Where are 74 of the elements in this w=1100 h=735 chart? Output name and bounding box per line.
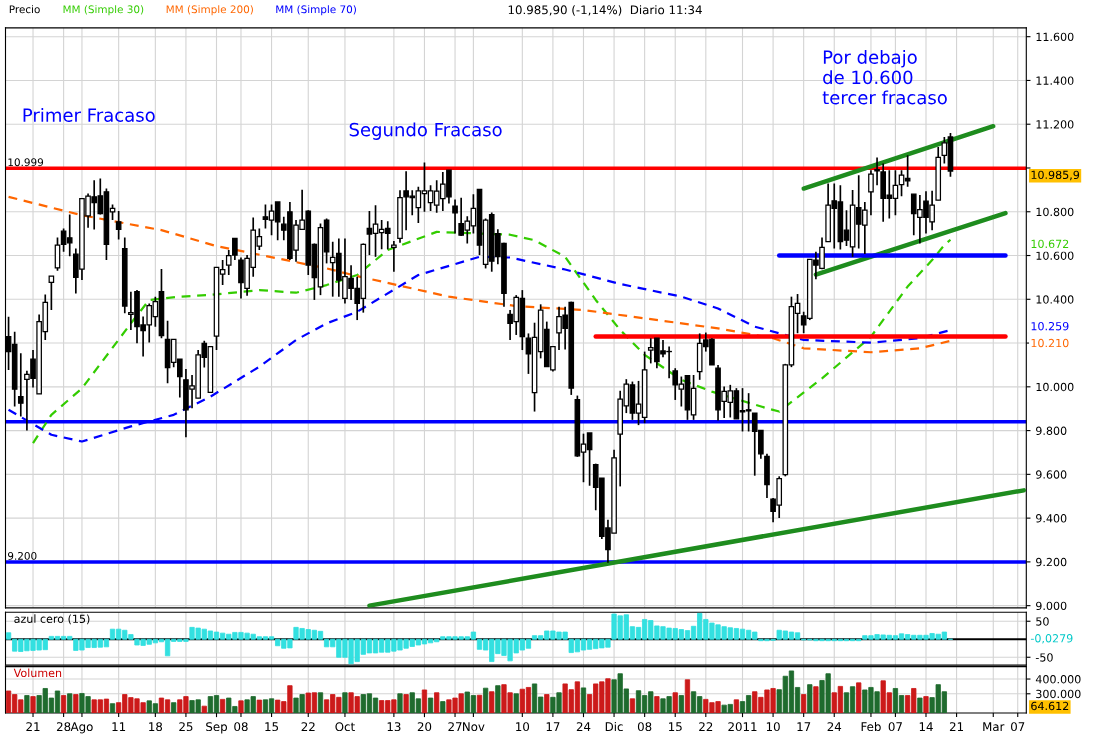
text: MM (Simple 200): [166, 5, 253, 16]
x-tick-label: 11: [112, 722, 126, 731]
candlestick: [391, 240, 397, 273]
annotation: Primer Fracaso: [23, 107, 155, 122]
x-tick-label: Dic: [605, 721, 623, 732]
x-tick-label: 13: [387, 722, 401, 732]
x-tick-label: Oct: [335, 722, 355, 732]
x-tick-label: 24: [827, 722, 842, 731]
candlestick: [115, 210, 122, 241]
x-tick-label: 07: [1011, 722, 1025, 732]
y-tick-label: 300.000: [1036, 689, 1081, 699]
y-tick-label: 10.800: [1036, 207, 1074, 217]
chart-title: 10.985,90 (-1,14%) Diario 11:34: [508, 5, 702, 16]
x-tick-label: 21: [949, 722, 963, 731]
y-tick-label: 9.400: [1036, 514, 1067, 523]
y-tick-label: 11.600: [1036, 32, 1074, 42]
x-tick-label: 24: [576, 722, 591, 731]
text: MM (Simple 30): [63, 5, 144, 16]
x-tick-label: 25: [179, 722, 193, 732]
y-tick-label: -50: [1035, 653, 1053, 662]
x-tick-label: 28: [56, 722, 71, 732]
y-tick-label: 10.600: [1036, 251, 1074, 260]
y-tick-label: 9.200: [1036, 557, 1067, 567]
text: MM (Simple 70): [276, 5, 356, 16]
x-tick-label: 17: [797, 722, 811, 731]
y-tick-label: 50: [1036, 617, 1049, 626]
text: 10.672: [1031, 239, 1069, 249]
x-tick-label: 17: [546, 722, 560, 731]
text: 10.985,9: [1031, 170, 1080, 181]
x-tick-label: Sep: [206, 722, 227, 734]
ref-line-label: 10.999: [8, 158, 44, 167]
candlestick: [874, 156, 880, 187]
x-tick-label: 27: [448, 722, 462, 731]
x-tick-label: 22: [699, 722, 713, 731]
ref-line-label: 9.200: [7, 551, 37, 560]
text: Precio: [9, 5, 40, 14]
x-tick-label: Mar: [983, 722, 1005, 732]
x-tick-label: 15: [265, 722, 279, 732]
x-tick-label: 21: [26, 722, 40, 731]
y-tick-label: 11.200: [1036, 120, 1074, 129]
chart-title: azul cero (15): [14, 614, 90, 625]
candlestick: [48, 275, 55, 311]
candlestick: [452, 198, 458, 235]
y-tick-label: 9.600: [1036, 470, 1067, 479]
x-tick-label: 10: [766, 722, 780, 732]
y-tick-label: 400.000: [1035, 675, 1081, 684]
x-tick-label: 15: [669, 722, 682, 732]
y-tick-label: 9.000: [1036, 601, 1067, 611]
x-tick-label: Feb: [861, 721, 881, 732]
x-tick-label: 22: [301, 722, 315, 731]
x-tick-label: 08: [637, 722, 652, 732]
x-tick-label: Ago: [70, 722, 93, 734]
x-tick-label: 07: [888, 722, 902, 732]
y-tick-label: 11.400: [1036, 76, 1074, 85]
x-tick-label: 14: [919, 722, 933, 731]
chart-title: Volumen: [13, 668, 62, 678]
x-tick-label: 2011: [728, 722, 757, 732]
annotation: Segundo Fracaso: [349, 122, 502, 140]
text: -0,0279: [1030, 634, 1073, 644]
candlestick: [868, 169, 874, 217]
y-tick-label: 10.400: [1036, 295, 1074, 304]
x-tick-label: 10: [516, 722, 530, 732]
y-tick-label: 9.800: [1036, 426, 1067, 435]
text: 10.210: [1031, 338, 1069, 348]
text: 10.259: [1031, 321, 1069, 331]
annotation: Por debajo de 10.600 tercer fracaso: [822, 49, 947, 105]
y-tick-label: 10.000: [1036, 382, 1074, 392]
line-series: [7, 195, 952, 354]
x-tick-label: 20: [417, 722, 432, 732]
x-tick-label: Nov: [463, 722, 485, 732]
x-tick-label: 18: [149, 722, 163, 732]
text: 64.612: [1031, 701, 1069, 711]
candlestick: [17, 352, 24, 418]
x-tick-label: 08: [234, 722, 248, 732]
